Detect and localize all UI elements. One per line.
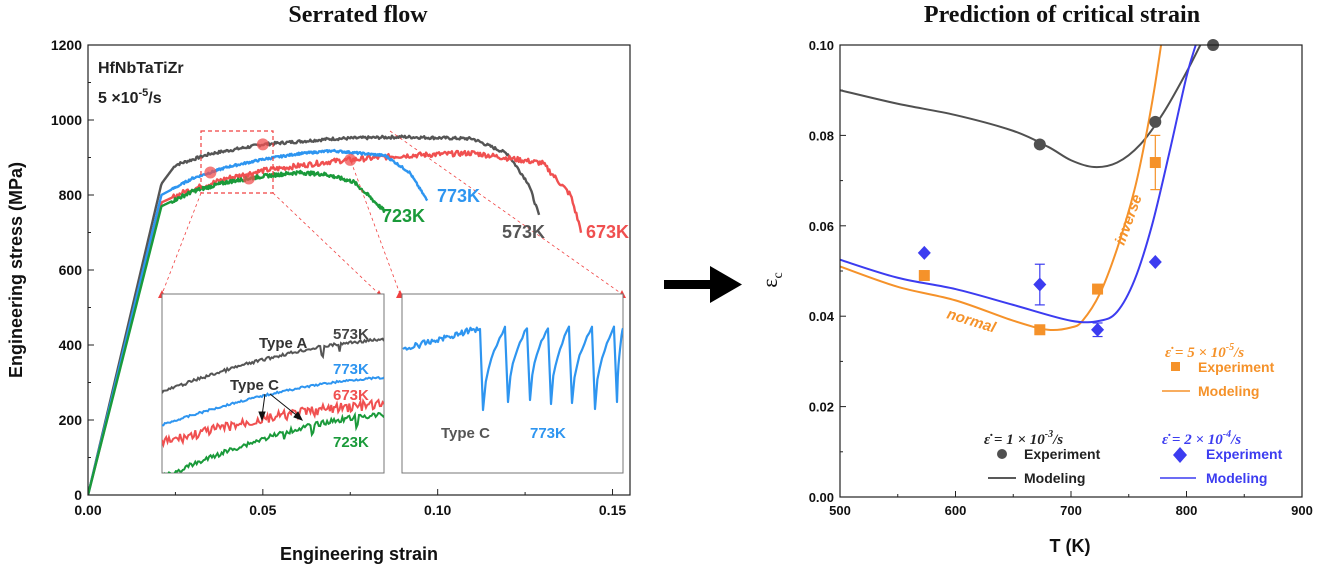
left-y-tick-label: 800 <box>59 187 83 203</box>
right-y-tick-label: 0.08 <box>809 128 834 143</box>
left-x-tick-label: 0.15 <box>599 502 626 518</box>
inset-right-type-c-label: Type C <box>441 425 490 442</box>
right-chart-title: Prediction of critical strain <box>924 2 1200 28</box>
model-curve-diamond <box>840 45 1197 324</box>
label-723k: 723K <box>382 206 425 226</box>
inset-right-773k-label: 773K <box>530 425 566 442</box>
right-experiment-points <box>917 39 1220 338</box>
inset-curve-723k <box>164 411 384 473</box>
right-y-tick-label: 0.06 <box>809 219 834 234</box>
right-axis-ticks: 500 600 700 800 900 0.00 0.02 0.04 0.06 0.08 0.10 <box>809 38 1313 518</box>
zoom-connectors <box>161 130 623 295</box>
left-y-tick-label: 1200 <box>51 37 82 53</box>
experiment-point-diamond <box>917 245 931 260</box>
critical-point <box>242 172 255 185</box>
critical-point <box>256 138 269 151</box>
stress-strain-curve-673k <box>88 149 583 495</box>
inset-curve-573k <box>162 337 384 394</box>
right-x-tick-label: 600 <box>945 503 967 518</box>
legend-orange-experiment: Experiment <box>1198 359 1275 375</box>
experiment-point-circle <box>1033 138 1046 151</box>
zoom-box <box>200 130 274 194</box>
left-y-tick-label: 200 <box>59 412 83 428</box>
inset-type-c-label: Type C <box>230 377 279 394</box>
label-573k: 573K <box>502 222 545 242</box>
stress-strain-curve-723k <box>88 169 386 495</box>
experiment-point-diamond <box>1091 322 1105 337</box>
legend-blue-experiment: Experiment <box>1206 446 1283 462</box>
right-x-tick-label: 900 <box>1291 503 1313 518</box>
right-y-tick-label: 0.00 <box>809 490 834 505</box>
right-y-tick-label: 0.02 <box>809 400 834 415</box>
legend-blue-modeling: Modeling <box>1206 470 1267 486</box>
inset-label-723k: 723K <box>333 434 369 451</box>
left-chart-title: Serrated flow <box>288 2 428 28</box>
legend-blue-rate: ε̇ = 2 × 10-4/s <box>1162 429 1241 448</box>
legend-black-rate: ε̇ = 1 × 10-3/s <box>984 429 1063 448</box>
inset-right-frame <box>401 293 624 474</box>
left-plot-lines <box>88 134 583 495</box>
label-773k: 773K <box>437 186 480 206</box>
model-curve-circle <box>840 45 1202 169</box>
legend-blue-diamond-marker <box>1173 447 1187 463</box>
label-673k: 673K <box>586 222 629 242</box>
legend-orange-rate: ε̇ = 5 × 10-5/s <box>1165 342 1244 361</box>
normal-label: normal <box>945 306 999 337</box>
legend-black-experiment: Experiment <box>1024 446 1101 462</box>
right-x-tick-label: 700 <box>1060 503 1082 518</box>
left-x-axis-label: Engineering strain <box>280 544 438 564</box>
strain-rate-label: 5 ×10-5/s <box>98 87 162 107</box>
inset-label-773k: 773K <box>333 361 369 378</box>
inset-curve-673k <box>162 397 384 449</box>
inset-left-lines <box>162 337 384 473</box>
experiment-point-square <box>918 270 930 282</box>
left-y-axis-label: Engineering stress (MPa) <box>6 162 26 378</box>
legend-orange-modeling: Modeling <box>1198 383 1259 399</box>
experiment-point-square <box>1092 283 1104 295</box>
left-axis-ticks: 0.00 0.05 0.10 0.15 0 200 400 600 800 1000 1200 <box>51 37 627 518</box>
left-x-tick-label: 0.10 <box>424 502 451 518</box>
experiment-point-circle <box>1149 115 1162 128</box>
inset-left-frame <box>161 293 385 474</box>
inset-type-a-label: Type A <box>259 335 308 352</box>
material-label: HfNbTaTiZr <box>98 60 184 77</box>
right-plot-frame <box>839 44 1303 498</box>
right-y-tick-label: 0.04 <box>809 309 835 324</box>
critical-point <box>344 153 357 166</box>
experiment-point-diamond <box>1033 277 1047 292</box>
right-arrow-icon <box>664 266 742 303</box>
inset-type-c-serration <box>402 325 623 412</box>
left-x-tick-label: 0.05 <box>249 502 276 518</box>
left-y-tick-label: 400 <box>59 337 83 353</box>
type-c-arrows <box>258 393 304 422</box>
experiment-point-square <box>1034 324 1046 336</box>
right-model-curves <box>840 45 1202 332</box>
experiment-point-square <box>1149 157 1161 169</box>
inset-right-lines <box>402 325 623 412</box>
left-plot-frame <box>87 44 631 496</box>
right-y-axis-label: εc <box>757 272 786 287</box>
inset-curve-773k <box>162 376 384 427</box>
left-y-tick-label: 1000 <box>51 112 82 128</box>
left-x-tick-label: 0.00 <box>74 502 101 518</box>
inverse-label: inverse <box>1112 192 1146 247</box>
critical-point <box>204 166 217 179</box>
right-x-axis-label: T (K) <box>1050 536 1091 556</box>
stress-strain-curve-773k <box>88 148 429 495</box>
left-y-tick-label: 0 <box>74 487 82 503</box>
left-critical-points <box>204 138 357 185</box>
right-y-tick-label: 0.10 <box>809 38 834 53</box>
legend-black-circle-marker <box>997 449 1007 459</box>
experiment-point-diamond <box>1148 254 1162 269</box>
legend-orange-square-marker <box>1171 362 1180 371</box>
legend-black-modeling: Modeling <box>1024 470 1085 486</box>
left-y-tick-label: 600 <box>59 262 83 278</box>
inset-label-673k: 673K <box>333 387 369 404</box>
right-x-tick-label: 800 <box>1176 503 1198 518</box>
inset-label-573k: 573K <box>333 326 369 343</box>
stress-strain-curve-573k <box>88 134 541 495</box>
right-x-tick-label: 500 <box>829 503 851 518</box>
model-curve-square <box>840 45 1163 332</box>
